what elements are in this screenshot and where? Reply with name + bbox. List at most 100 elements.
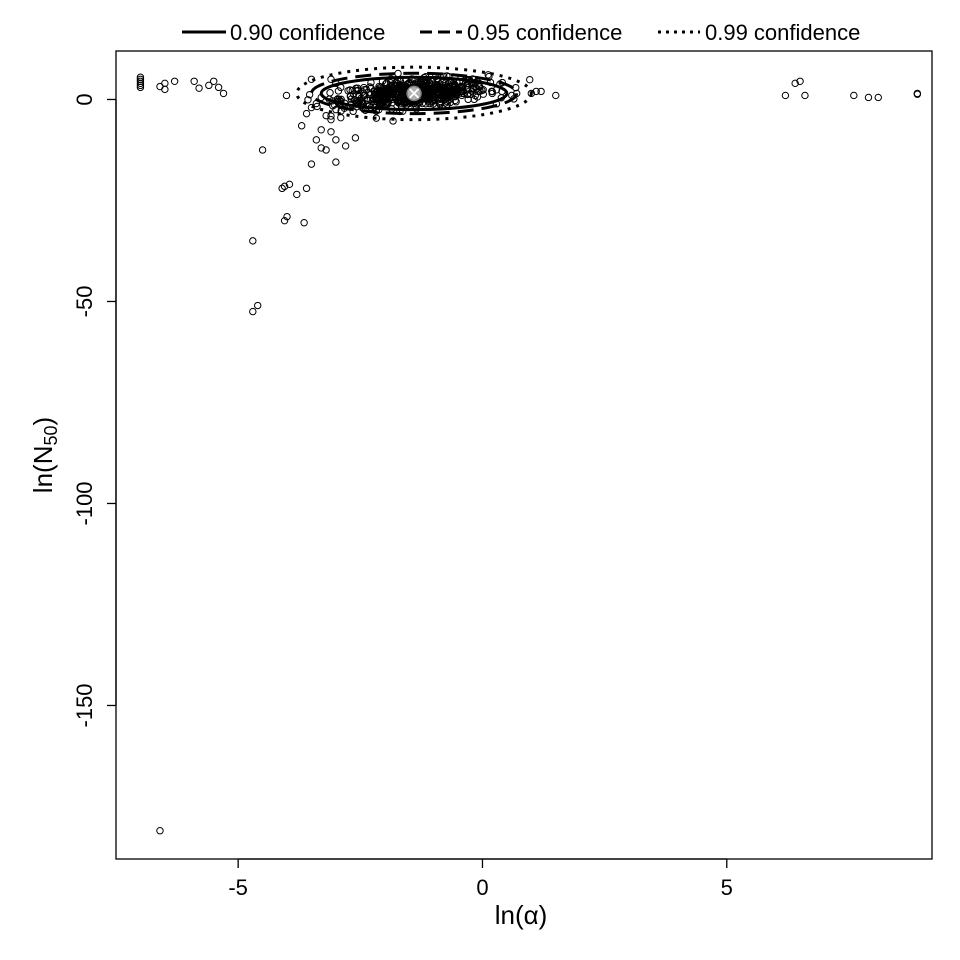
legend-label-0.90: 0.90 confidence (230, 20, 385, 45)
data-point (341, 142, 350, 150)
data-point (796, 77, 804, 86)
data-point (532, 87, 540, 96)
data-point (317, 144, 325, 152)
data-point (391, 82, 399, 90)
y-axis: 0 -50 -100 -150 (72, 93, 117, 728)
data-point (447, 89, 456, 97)
data-point (312, 136, 321, 144)
data-point (801, 91, 809, 100)
data-point (249, 307, 257, 316)
data-point (439, 91, 448, 99)
confidence-ellipse-0.99 (295, 65, 533, 122)
data-point (293, 190, 301, 199)
data-point (373, 88, 382, 96)
data-point (436, 99, 444, 107)
data-point (443, 97, 452, 106)
data-point (446, 98, 455, 107)
x-tick-label: 0 (476, 875, 488, 900)
data-point (258, 146, 267, 154)
data-point (322, 111, 330, 120)
data-point (791, 79, 799, 88)
data-point (383, 91, 392, 99)
mle-marker (406, 85, 422, 102)
data-point (317, 126, 325, 134)
data-point (418, 99, 427, 108)
data-point (458, 83, 467, 92)
data-point (425, 92, 433, 101)
data-point (300, 219, 308, 227)
data-point (537, 87, 545, 96)
data-point (332, 136, 340, 144)
data-point (214, 83, 223, 92)
data-point (322, 146, 330, 154)
data-point (428, 91, 437, 100)
data-point (452, 98, 460, 106)
data-point (552, 91, 560, 100)
data-point (425, 99, 434, 108)
data-point (282, 91, 291, 100)
data-point (307, 160, 316, 168)
data-point (372, 114, 381, 122)
data-point (450, 88, 458, 97)
data-point (302, 184, 311, 193)
data-point (463, 84, 472, 92)
x-tick-label: -5 (228, 875, 248, 900)
data-point (249, 237, 257, 245)
y-axis-title: ln(N50) (28, 417, 61, 493)
data-point (205, 81, 213, 90)
data-point (405, 78, 413, 87)
y-tick-label: -150 (72, 683, 97, 727)
data-point (285, 180, 294, 189)
data-point (136, 81, 145, 90)
data-point (443, 89, 452, 97)
data-point (395, 82, 404, 91)
data-point (352, 87, 360, 95)
data-point (434, 85, 443, 94)
svg-text:ln(N50): ln(N50) (28, 417, 61, 493)
y-axis-title-main: ln(N (28, 446, 58, 494)
data-point (136, 83, 145, 92)
data-point (283, 212, 291, 221)
x-axis: -5 0 5 (228, 858, 733, 900)
data-point (332, 158, 340, 166)
data-point (397, 92, 405, 100)
data-point (349, 107, 357, 116)
data-point (161, 85, 169, 94)
data-point (302, 109, 311, 118)
data-point (913, 90, 922, 98)
data-point (441, 99, 450, 107)
data-point (195, 84, 203, 92)
data-point (400, 100, 409, 108)
data-point (478, 86, 486, 95)
data-points (136, 69, 922, 835)
confidence-ellipse-0.90 (319, 75, 509, 112)
data-point (219, 89, 228, 98)
data-point (874, 93, 882, 102)
mle-cross (408, 88, 420, 99)
data-point (468, 87, 476, 95)
y-tick-label: 0 (72, 93, 97, 105)
data-point (366, 96, 374, 104)
data-point (280, 182, 289, 191)
legend-label-0.99: 0.99 confidence (705, 20, 860, 45)
data-point (488, 87, 496, 96)
data-point (280, 216, 289, 225)
data-point (384, 98, 393, 106)
data-point (526, 75, 534, 84)
data-point (361, 91, 369, 99)
data-point (297, 122, 306, 130)
data-point (380, 97, 388, 105)
data-point (864, 93, 873, 102)
x-tick-label: 5 (721, 875, 733, 900)
data-point (352, 84, 360, 93)
legend: 0.90 confidence 0.95 confidence 0.99 con… (182, 20, 860, 45)
confidence-ellipses (295, 65, 533, 122)
data-point (781, 91, 790, 100)
data-point (334, 87, 343, 95)
legend-label-0.95: 0.95 confidence (467, 20, 622, 45)
y-tick-label: -50 (72, 286, 97, 318)
confidence-ellipse-0.95 (309, 71, 519, 116)
data-point (210, 77, 218, 86)
data-point (348, 86, 356, 95)
